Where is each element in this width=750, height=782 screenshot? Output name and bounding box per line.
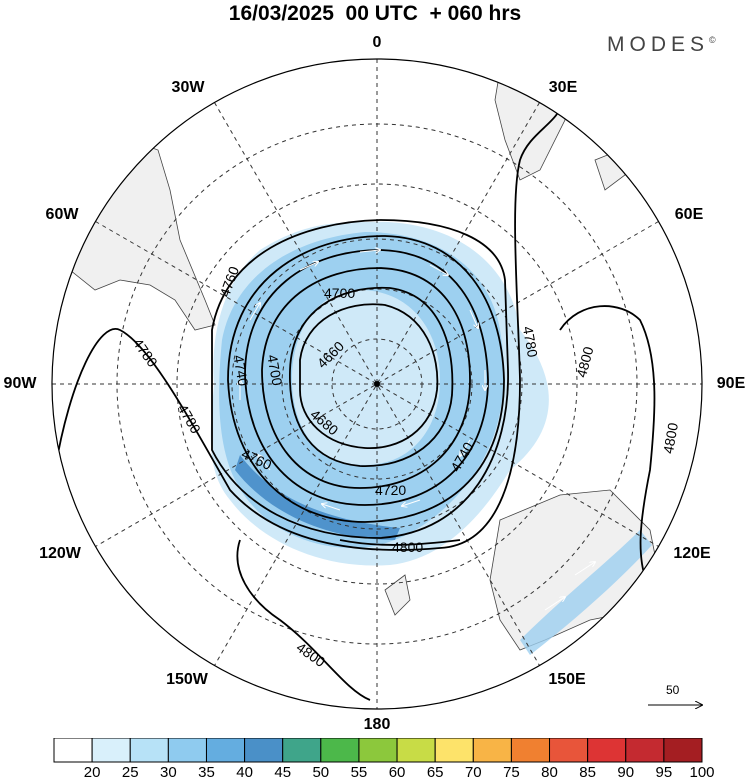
colorbar-tick-label: 60	[388, 764, 406, 781]
graticule	[52, 59, 702, 709]
colorbar-swatch	[53, 738, 93, 763]
lon-label-150e: 150E	[548, 671, 586, 688]
colorbar-swatch	[167, 738, 207, 763]
colorbar-tick-label: 40	[236, 764, 253, 781]
map-border	[51, 58, 703, 710]
colorbar-tick-label: 45	[274, 764, 292, 781]
colorbar-tick-label: 100	[689, 764, 715, 781]
contour-label: 4780	[520, 325, 541, 359]
lon-label-0: 0	[372, 34, 382, 51]
colorbar-tick-label: 70	[464, 764, 482, 781]
colorbar-swatch	[91, 738, 131, 763]
pole-marker	[374, 381, 380, 387]
shade-core	[235, 455, 400, 540]
contour-4800-mid	[339, 539, 461, 546]
colorbar-swatch	[205, 738, 246, 763]
colorbar-tick-label: 75	[503, 764, 520, 781]
contour-label: 4780	[130, 335, 161, 370]
land-south-america	[59, 139, 216, 331]
contour-4660	[299, 303, 439, 449]
colorbar-tick-label: 55	[350, 764, 368, 781]
contour-label: 4700	[324, 285, 355, 301]
colorbar-tick-label: 50	[312, 764, 330, 781]
colorbar-tick-label: 85	[579, 764, 596, 781]
colorbar-swatch	[472, 738, 512, 763]
contour-label: 4740	[230, 354, 251, 388]
contour-4800-east	[559, 305, 656, 591]
colorbar-swatch	[625, 738, 665, 763]
colorbar-swatch	[358, 738, 398, 763]
contour-4800-south	[236, 539, 371, 701]
land-australia	[489, 489, 661, 651]
contour-4780	[54, 99, 562, 551]
lon-label-120e: 120E	[673, 545, 711, 562]
contour-4700	[261, 267, 471, 489]
colorbar-tick-label: 35	[198, 764, 215, 781]
colorbar-swatch	[510, 738, 551, 763]
colorbar-swatch	[434, 738, 474, 763]
lon-label-60e: 60E	[674, 206, 704, 223]
lon-label-150w: 150W	[166, 671, 208, 688]
contour-label: 4800	[392, 539, 423, 555]
colorbar-swatch	[587, 738, 627, 763]
lon-label-90e: 90E	[716, 375, 746, 392]
colorbar-tick-label: 80	[541, 764, 558, 781]
wind-speed-shading	[210, 221, 652, 655]
lon-label-30w: 30W	[171, 79, 205, 96]
contour-label: 4780	[175, 401, 205, 436]
contour-label: 4720	[375, 482, 406, 498]
contour-label: 4700	[264, 353, 285, 387]
wind-reference-label: 50	[666, 683, 680, 697]
colorbar-tick-label: 95	[655, 764, 673, 781]
colorbar-tick-label: 65	[426, 764, 444, 781]
colorbar-swatch	[549, 738, 589, 763]
lon-label-120w: 120W	[39, 545, 81, 562]
lon-label-30e: 30E	[548, 79, 578, 96]
contour-4740	[227, 235, 505, 523]
map-title: 16/03/2025 00 UTC + 060 hrs	[228, 2, 522, 25]
colorbar-swatch	[663, 738, 703, 763]
lon-label-90w: 90W	[3, 375, 37, 392]
height-contours	[54, 99, 656, 701]
colorbar-tick-label: 90	[617, 764, 635, 781]
colorbar-swatch	[129, 738, 169, 763]
colorbar-swatch	[320, 738, 360, 763]
colorbar-swatch	[282, 738, 322, 763]
colorbar-tick-label: 20	[83, 764, 101, 781]
colorbar-tick-label: 30	[160, 764, 177, 781]
contour-label: 4800	[573, 345, 597, 379]
contour-4760	[211, 219, 509, 539]
land-new-zealand	[384, 574, 411, 616]
contour-label: 4800	[660, 421, 681, 455]
colorbar-swatch	[244, 738, 284, 763]
lon-label-60w: 60W	[45, 206, 79, 223]
land-madagascar	[594, 149, 626, 191]
brand-logo: MODES©	[607, 33, 716, 56]
shade-australia-jet	[520, 530, 652, 655]
lon-label-180: 180	[363, 716, 391, 733]
colorbar-swatch	[396, 738, 436, 763]
wind-vectors	[240, 250, 595, 611]
contour-4680	[289, 286, 454, 467]
colorbar-tick-label: 25	[121, 764, 139, 781]
contour-label: 4800	[294, 639, 329, 670]
colorbar	[53, 738, 703, 763]
